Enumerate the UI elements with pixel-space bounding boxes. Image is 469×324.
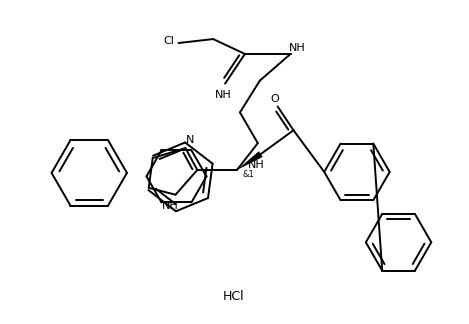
Text: NH: NH (215, 89, 232, 99)
Text: NH: NH (289, 43, 306, 53)
Polygon shape (237, 151, 263, 170)
Text: NH: NH (248, 160, 264, 170)
Text: N: N (186, 135, 195, 145)
Text: O: O (270, 94, 279, 104)
Text: NH: NH (162, 201, 179, 211)
Text: HCl: HCl (223, 290, 245, 303)
Text: &1: &1 (243, 170, 255, 179)
Text: Cl: Cl (163, 36, 174, 46)
